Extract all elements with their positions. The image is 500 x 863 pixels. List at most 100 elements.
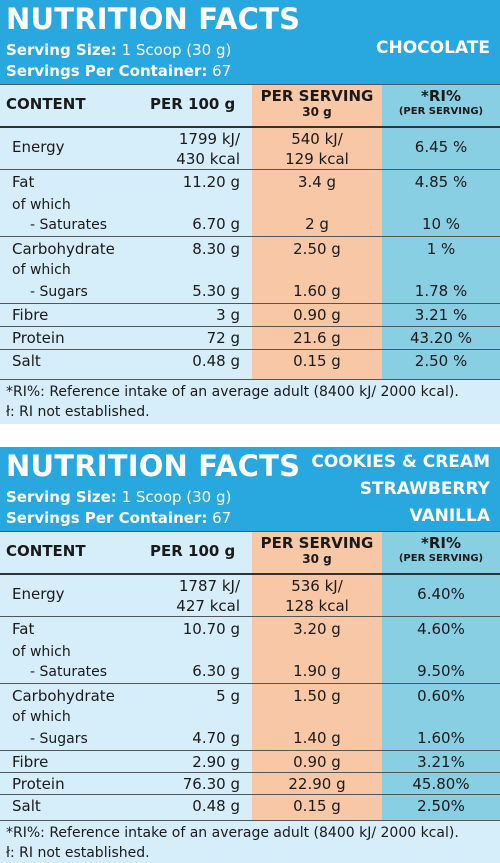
protein-serving: 21.6 g — [293, 329, 341, 347]
sugars-label: - Sugars — [30, 284, 88, 300]
servings-value: 67 — [212, 509, 232, 527]
row-label: Energy — [12, 585, 65, 603]
panel-title: NUTRITION FACTS — [6, 449, 301, 483]
serving-size-label: Serving Size: — [6, 488, 117, 506]
saturates-per100: 6.70 g — [192, 215, 240, 233]
row-label: Energy — [12, 138, 65, 156]
footnote-not-established: ł: RI not established. — [6, 845, 150, 861]
panel-title: NUTRITION FACTS — [6, 2, 301, 36]
header-ri: *RI% (PER SERVING) — [382, 535, 500, 567]
nutrition-panel-chocolate: NUTRITION FACTS Serving Size: 1 Scoop (3… — [0, 0, 500, 424]
table-row-protein: Protein 72 g 21.6 g 43.20 % — [0, 327, 500, 350]
carb-ri: 1 % — [426, 240, 456, 258]
flavour-list: CHOCOLATE — [376, 35, 490, 62]
sugars-per100: 4.70 g — [192, 729, 240, 747]
sugars-ri: 1.78 % — [414, 282, 468, 300]
table-row-fat: Fat 11.20 g 3.4 g 4.85 % of which - Satu… — [0, 170, 500, 237]
table-row-fibre: Fibre 2.90 g 0.90 g 3.21% — [0, 751, 500, 773]
flavour-name: COOKIES & CREAM — [311, 452, 490, 472]
flavour-list: COOKIES & CREAM STRAWBERRY VANILLA — [311, 449, 490, 530]
per-serving-column-bg — [252, 531, 382, 820]
flavour-name: VANILLA — [409, 506, 490, 526]
sugars-ri: 1.60% — [417, 729, 465, 747]
row-label: Protein — [12, 329, 65, 347]
fibre-ri: 3.21% — [417, 753, 465, 771]
header-content: CONTENT — [6, 542, 86, 560]
table-row-carbohydrate: Carbohydrate 8.30 g 2.50 g 1 % of which … — [0, 237, 500, 304]
energy-serving: 536 kJ/128 kcal — [252, 576, 382, 616]
energy-per100-kcal: 427 kcal — [176, 597, 240, 615]
row-label: Fibre — [12, 753, 49, 771]
fat-per100: 10.70 g — [182, 620, 240, 638]
salt-serving: 0.15 g — [293, 797, 341, 815]
serving-size-value: 1 Scoop (30 g) — [121, 488, 232, 506]
serving-size: Serving Size: 1 Scoop (30 g) — [6, 41, 231, 59]
sugars-per100: 5.30 g — [192, 282, 240, 300]
table-header-row: CONTENT PER 100 g PER SERVING 30 g *RI% (P… — [0, 84, 500, 128]
saturates-per100: 6.30 g — [192, 662, 240, 680]
row-label: Protein — [12, 775, 65, 793]
serving-size: Serving Size: 1 Scoop (30 g) — [6, 488, 231, 506]
serving-size-label: Serving Size: — [6, 41, 117, 59]
protein-ri: 45.80% — [412, 775, 470, 793]
energy-serving-kcal: 128 kcal — [285, 597, 349, 615]
header-ri-label: *RI% — [420, 534, 461, 552]
saturates-label: - Saturates — [30, 217, 108, 233]
table-row-salt: Salt 0.48 g 0.15 g 2.50 % — [0, 350, 500, 374]
of-which-label: of which — [12, 197, 71, 213]
fat-ri: 4.60% — [417, 620, 465, 638]
servings-per-container: Servings Per Container: 67 — [6, 509, 231, 527]
servings-value: 67 — [212, 62, 232, 80]
energy-serving-kcal: 129 kcal — [285, 150, 349, 168]
row-label: Fat — [12, 620, 35, 638]
fibre-serving: 0.90 g — [293, 753, 341, 771]
energy-per100-kcal: 430 kcal — [176, 150, 240, 168]
carb-ri: 0.60% — [417, 687, 465, 705]
energy-per100-kj: 1787 kJ/ — [178, 577, 240, 595]
sugars-label: - Sugars — [30, 731, 88, 747]
row-label: Fat — [12, 173, 35, 191]
table-header-row: CONTENT PER 100 g PER SERVING 30 g *RI% (P… — [0, 531, 500, 575]
row-label: Carbohydrate — [12, 687, 115, 705]
salt-serving: 0.15 g — [293, 352, 341, 370]
header-per-serving: PER SERVING 30 g — [256, 535, 378, 567]
energy-serving: 540 kJ/129 kcal — [252, 129, 382, 169]
header-per-serving-sub: 30 g — [302, 105, 332, 119]
header-ri: *RI% (PER SERVING) — [382, 88, 500, 120]
per-serving-column-bg — [252, 84, 382, 379]
header-per-serving-sub: 30 g — [302, 552, 332, 566]
fat-ri: 4.85 % — [414, 173, 468, 191]
header-per-100g: PER 100 g — [150, 95, 236, 113]
of-which-label: of which — [12, 709, 71, 725]
row-label: Salt — [12, 797, 41, 815]
ri-column-bg — [382, 531, 500, 820]
footnote-ri: *RI%: Reference intake of an average adu… — [6, 825, 459, 841]
fibre-per100: 3 g — [216, 306, 240, 324]
nutrition-table: CONTENT PER 100 g PER SERVING 30 g *RI% (P… — [0, 531, 500, 820]
header-per-serving-label: PER SERVING — [260, 87, 374, 105]
table-row-protein: Protein 76.30 g 22.90 g 45.80% — [0, 773, 500, 795]
fibre-ri: 3.21 % — [414, 306, 468, 324]
panel-header: NUTRITION FACTS Serving Size: 1 Scoop (3… — [0, 447, 500, 531]
saturates-serving: 1.90 g — [293, 662, 341, 680]
salt-per100: 0.48 g — [192, 797, 240, 815]
table-row-energy: Energy 1787 kJ/427 kcal 536 kJ/128 kcal … — [0, 575, 500, 617]
table-row-fibre: Fibre 3 g 0.90 g 3.21 % — [0, 304, 500, 327]
table-row-carbohydrate: Carbohydrate 5 g 1.50 g 0.60% of which -… — [0, 684, 500, 751]
table-row-salt: Salt 0.48 g 0.15 g 2.50% — [0, 795, 500, 818]
saturates-label: - Saturates — [30, 664, 108, 680]
fibre-per100: 2.90 g — [192, 753, 240, 771]
of-which-label: of which — [12, 644, 71, 660]
nutrition-panel-cookies-strawberry-vanilla: NUTRITION FACTS Serving Size: 1 Scoop (3… — [0, 447, 500, 863]
energy-ri: 6.40% — [417, 585, 465, 603]
header-ri-label: *RI% — [420, 87, 461, 105]
servings-label: Servings Per Container: — [6, 509, 208, 527]
footnotes: *RI%: Reference intake of an average adu… — [0, 820, 500, 863]
table-row-energy: Energy 1799 kJ/430 kcal 540 kJ/129 kcal … — [0, 128, 500, 170]
fat-serving: 3.20 g — [293, 620, 341, 638]
header-per-serving-label: PER SERVING — [260, 534, 374, 552]
carb-serving: 1.50 g — [293, 687, 341, 705]
row-label: Fibre — [12, 306, 49, 324]
footnote-not-established: ł: RI not established. — [6, 404, 150, 420]
row-label: Salt — [12, 352, 41, 370]
